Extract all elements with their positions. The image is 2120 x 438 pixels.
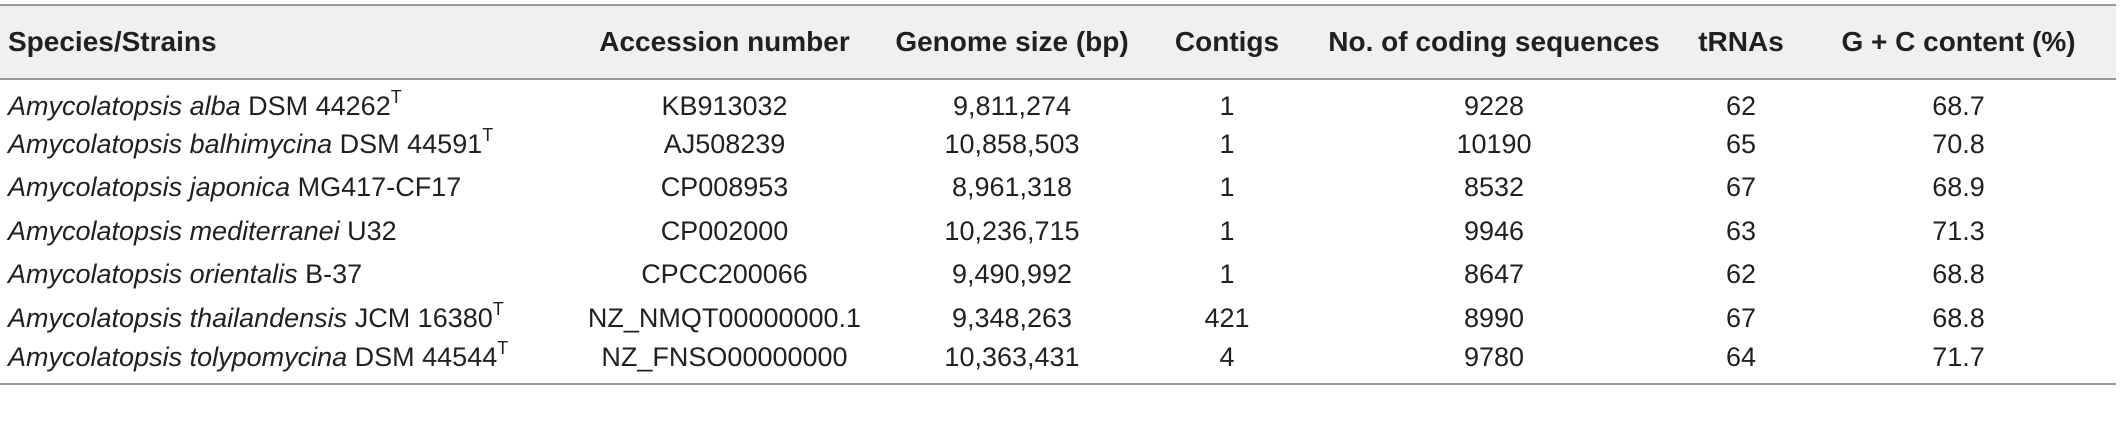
- cds-cell: 10190: [1456, 128, 1532, 159]
- contigs-cell: 1: [1219, 90, 1235, 121]
- type-strain-mark: T: [492, 298, 504, 319]
- strain-name: DSM 44544: [347, 341, 498, 372]
- trnas-cell: 67: [1725, 172, 1757, 203]
- header-gc-content: G + C content (%): [1801, 4, 2116, 80]
- table-row: Amycolatopsis balhimycina DSM 44591T AJ5…: [0, 123, 2116, 167]
- gc-content-cell: 70.8: [1932, 128, 1985, 159]
- genome-size-cell: 9,348,263: [951, 302, 1073, 333]
- table-row: Amycolatopsis tolypomycina DSM 44544T NZ…: [0, 337, 2116, 385]
- header-accession-number: Accession number: [572, 4, 877, 80]
- table-row: Amycolatopsis orientalis B-37 CPCC200066…: [0, 253, 2116, 297]
- accession-cell: AJ508239: [663, 128, 786, 159]
- header-species-strains: Species/Strains: [0, 4, 572, 80]
- species-cell: Amycolatopsis orientalis B-37: [0, 253, 572, 297]
- table-row: Amycolatopsis alba DSM 44262T KB913032 9…: [0, 79, 2116, 123]
- contigs-cell: 1: [1219, 128, 1235, 159]
- genome-size-cell: 10,363,431: [877, 340, 1147, 385]
- type-strain-mark: T: [390, 86, 402, 107]
- accession-cell: CP002000: [660, 215, 789, 246]
- header-row: Species/Strains Accession number Genome …: [0, 4, 2116, 80]
- header-contigs: Contigs: [1147, 4, 1307, 80]
- trnas-cell: 64: [1681, 340, 1801, 385]
- cds-cell: 8990: [1463, 302, 1525, 333]
- species-name: Amycolatopsis thailandensis: [8, 302, 348, 333]
- table-row: Amycolatopsis mediterranei U32 CP002000 …: [0, 210, 2116, 254]
- strain-name: U32: [339, 215, 397, 246]
- contigs-cell: 1: [1219, 172, 1235, 203]
- type-strain-mark: T: [497, 337, 509, 358]
- header-genome-size: Genome size (bp): [877, 4, 1147, 80]
- species-cell: Amycolatopsis balhimycina DSM 44591T: [0, 123, 572, 167]
- cds-cell: 9780: [1307, 340, 1681, 385]
- gc-content-cell: 68.7: [1932, 90, 1985, 121]
- table-header: Species/Strains Accession number Genome …: [0, 4, 2116, 80]
- header-coding-sequences: No. of coding sequences: [1307, 4, 1681, 80]
- strain-name: B-37: [297, 259, 363, 290]
- genome-size-cell: 9,490,992: [951, 259, 1073, 290]
- trnas-cell: 65: [1725, 128, 1757, 159]
- genome-size-cell: 10,858,503: [944, 128, 1080, 159]
- genome-size-cell: 10,236,715: [944, 215, 1080, 246]
- strain-name: MG417-CF17: [290, 172, 462, 203]
- species-name: Amycolatopsis alba: [8, 90, 241, 121]
- species-cell: Amycolatopsis alba DSM 44262T: [0, 79, 572, 123]
- species-cell: Amycolatopsis tolypomycina DSM 44544T: [0, 337, 572, 385]
- species-name: Amycolatopsis mediterranei: [8, 215, 340, 246]
- trnas-cell: 62: [1725, 259, 1757, 290]
- accession-cell: NZ_FNSO00000000: [572, 340, 877, 385]
- header-trnas: tRNAs: [1681, 4, 1801, 80]
- accession-cell: KB913032: [661, 90, 788, 121]
- gc-content-cell: 68.9: [1932, 172, 1985, 203]
- species-cell: Amycolatopsis thailandensis JCM 16380T: [0, 297, 572, 341]
- trnas-cell: 63: [1725, 215, 1757, 246]
- species-name: Amycolatopsis orientalis: [8, 259, 298, 290]
- species-cell: Amycolatopsis mediterranei U32: [0, 210, 572, 254]
- cds-cell: 9228: [1463, 90, 1525, 121]
- gc-content-cell: 71.7: [1801, 340, 2116, 385]
- cds-cell: 8532: [1463, 172, 1525, 203]
- table-row: Amycolatopsis thailandensis JCM 16380T N…: [0, 297, 2116, 341]
- trnas-cell: 62: [1725, 90, 1757, 121]
- genome-size-cell: 8,961,318: [951, 172, 1073, 203]
- table-body: Amycolatopsis alba DSM 44262T KB913032 9…: [0, 79, 2116, 385]
- strain-name: DSM 44262: [240, 90, 391, 121]
- contigs-cell: 4: [1147, 340, 1307, 385]
- species-name: Amycolatopsis japonica: [8, 172, 291, 203]
- contigs-cell: 1: [1219, 215, 1235, 246]
- trnas-cell: 67: [1725, 302, 1757, 333]
- table-row: Amycolatopsis japonica MG417-CF17 CP0089…: [0, 166, 2116, 210]
- cds-cell: 8647: [1463, 259, 1525, 290]
- gc-content-cell: 68.8: [1932, 259, 1985, 290]
- species-name: Amycolatopsis tolypomycina: [8, 341, 348, 372]
- cds-cell: 9946: [1463, 215, 1525, 246]
- type-strain-mark: T: [482, 124, 494, 145]
- accession-cell: CP008953: [660, 172, 789, 203]
- accession-cell: CPCC200066: [641, 259, 808, 290]
- gc-content-cell: 68.8: [1932, 302, 1985, 333]
- genome-features-table: Species/Strains Accession number Genome …: [0, 4, 2116, 385]
- contigs-cell: 1: [1219, 259, 1235, 290]
- species-name: Amycolatopsis balhimycina: [8, 128, 333, 159]
- contigs-cell: 421: [1204, 302, 1250, 333]
- gc-content-cell: 71.3: [1932, 215, 1985, 246]
- strain-name: DSM 44591: [332, 128, 483, 159]
- species-cell: Amycolatopsis japonica MG417-CF17: [0, 166, 572, 210]
- genome-size-cell: 9,811,274: [952, 90, 1072, 121]
- strain-name: JCM 16380: [347, 302, 493, 333]
- accession-cell: NZ_NMQT00000000.1: [587, 302, 862, 333]
